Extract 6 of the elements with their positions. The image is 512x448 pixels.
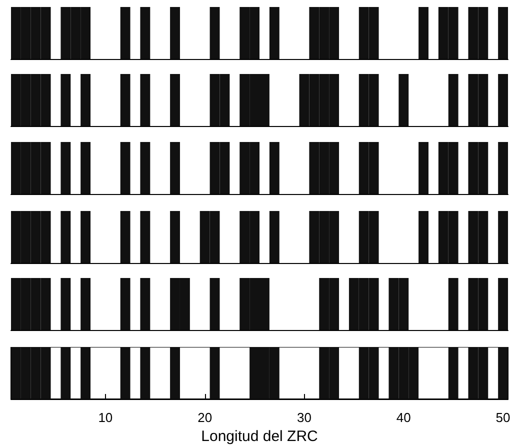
x-tick-label: 40 (396, 410, 411, 425)
x-tick-label: 30 (296, 410, 312, 425)
x-tick-label: 10 (98, 410, 113, 425)
x-axis-title: Longitud del ZRC (201, 428, 318, 445)
x-tick-label: 50 (496, 410, 510, 425)
x-tick-label: 20 (198, 410, 212, 425)
